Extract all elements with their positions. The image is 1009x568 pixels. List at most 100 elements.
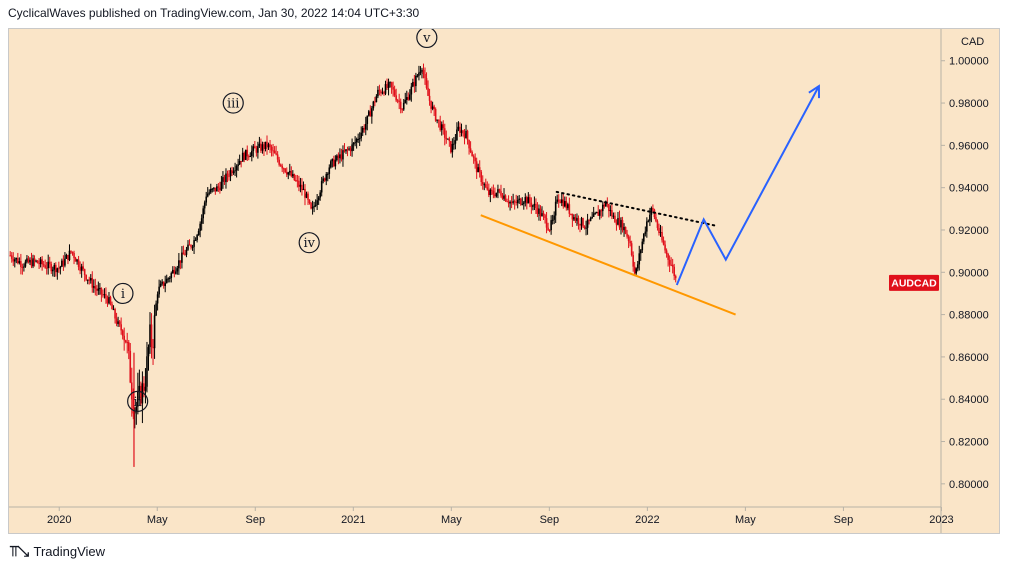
candle-body [360, 132, 362, 139]
candle-body [655, 217, 657, 222]
time-axis[interactable]: 2020 May Sep 2021 May Sep 2022 May Sep 2023 [9, 506, 954, 526]
candle-body [35, 260, 37, 262]
candle-body [123, 335, 125, 341]
candle-body [97, 288, 100, 291]
candle-body [576, 218, 578, 221]
candle-body [67, 254, 69, 260]
candle-body [232, 171, 235, 174]
candle-body [471, 151, 473, 157]
candle-body [409, 94, 411, 100]
candle-body [626, 233, 628, 237]
candle-body [276, 154, 279, 160]
candle-body [468, 140, 470, 149]
candle-body [460, 130, 463, 133]
candle-body [240, 161, 242, 163]
publisher-header: CyclicalWaves published on TradingView.c… [8, 6, 420, 20]
time-tick-label: 2023 [929, 514, 953, 526]
candle-body [42, 264, 45, 266]
candle-body [88, 279, 91, 281]
candle-body [410, 86, 413, 95]
candle-body [82, 266, 84, 270]
candle-body [668, 259, 671, 265]
candle-body [182, 252, 185, 255]
candle-body [474, 157, 476, 162]
resistance-trendline[interactable] [555, 190, 717, 227]
candle-body [74, 258, 77, 262]
candle-body [68, 250, 71, 260]
candle-body [488, 189, 490, 195]
candle-body [422, 69, 425, 74]
candle-body [260, 143, 262, 151]
last-price-badge [889, 274, 939, 291]
candle-body [553, 215, 555, 220]
candle-body [398, 100, 400, 102]
candle-body [662, 240, 665, 245]
candle-body [103, 294, 106, 296]
candle-body [311, 206, 314, 209]
wave-label-ii[interactable]: ii [127, 390, 149, 412]
candle-body [213, 187, 215, 189]
wave-label-iv[interactable]: iv [298, 232, 320, 254]
wave-label-text: ii [133, 395, 141, 410]
candle-body [571, 213, 574, 220]
footer-brand-text[interactable]: TradingView [33, 543, 106, 559]
support-trendline[interactable] [480, 214, 736, 316]
candle-body [401, 109, 404, 111]
candle-body [200, 218, 203, 224]
wave-label-i[interactable]: i [112, 282, 134, 305]
candle-body [574, 217, 577, 221]
chart-frame[interactable]: i ii iii iv v CAD 0.80000 0.82000 0.84000 0.860… [8, 28, 1000, 534]
candle-body [586, 219, 589, 228]
candle-body [583, 226, 586, 229]
candle-body [292, 174, 294, 177]
candle-body [176, 268, 179, 272]
candle-body [26, 258, 28, 262]
candle-body [334, 160, 337, 167]
candle-body [164, 283, 167, 287]
candle-body [146, 356, 148, 387]
candle-body [299, 184, 302, 187]
wave-label-v[interactable]: v [416, 29, 438, 49]
candle-body [100, 287, 103, 295]
candle-body [302, 188, 305, 191]
candle-body [526, 197, 528, 204]
price-tick-label: 0.92000 [949, 225, 989, 237]
wave-label-text: iv [303, 236, 315, 251]
candle-body [545, 218, 548, 228]
candle-body [313, 205, 315, 207]
candle-body [140, 385, 142, 404]
candle-body [475, 161, 478, 173]
candle-body [137, 391, 139, 407]
candle-body [598, 210, 601, 216]
candle-body [18, 261, 21, 264]
candle-body [515, 202, 517, 204]
candle-body [194, 239, 197, 241]
time-tick-label: May [441, 514, 462, 526]
candle-body [635, 268, 638, 274]
candle-body [632, 255, 634, 267]
candle-body [138, 385, 141, 392]
candle-body [171, 269, 174, 274]
candle-body [372, 101, 375, 109]
candle-body [421, 69, 423, 72]
time-tick-label: 2022 [635, 514, 659, 526]
candle-body [463, 133, 466, 139]
projection-path[interactable] [675, 85, 820, 286]
candle-body [472, 156, 475, 158]
candle-body [674, 276, 677, 279]
wave-label-iii[interactable]: iii [222, 92, 244, 114]
candle-body [173, 269, 176, 274]
candle-body [284, 168, 287, 172]
tradingview-logo-icon[interactable]: ⫪↘ [10, 542, 30, 560]
candle-body [481, 182, 484, 185]
candle-body [307, 193, 309, 200]
candle-body [168, 277, 171, 279]
candle-body [393, 89, 396, 96]
price-axis[interactable]: CAD 0.800000.820000.840000.860000.880000… [889, 29, 989, 533]
candle-body [135, 406, 138, 413]
candle-body [235, 166, 238, 171]
candle-body [296, 180, 299, 182]
candle-body [573, 217, 575, 220]
candle-body [209, 189, 212, 193]
